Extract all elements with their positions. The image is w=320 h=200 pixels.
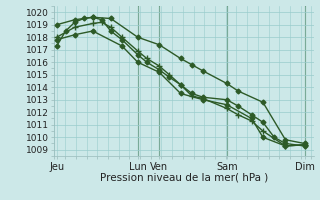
X-axis label: Pression niveau de la mer( hPa ): Pression niveau de la mer( hPa ) <box>100 173 268 183</box>
